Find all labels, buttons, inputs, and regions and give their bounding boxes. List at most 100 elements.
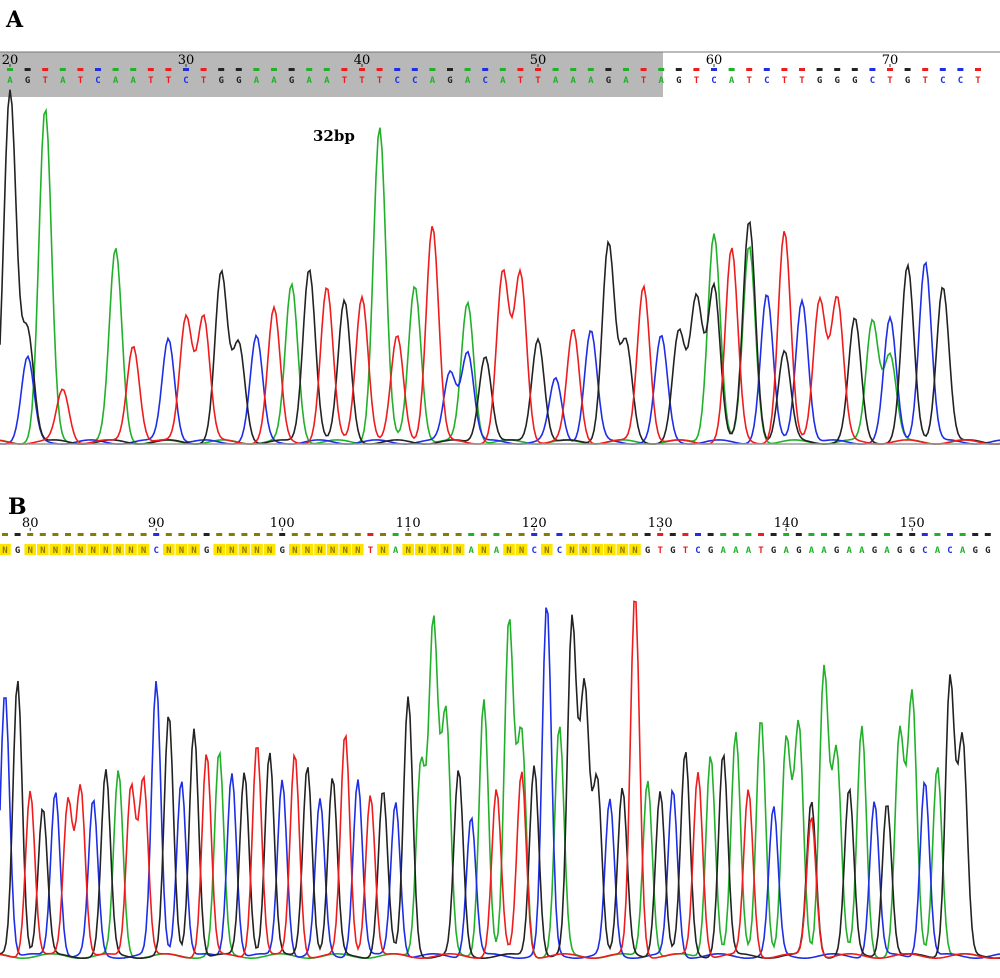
n-call-highlight: [62, 544, 74, 555]
quality-bar: [711, 68, 717, 71]
n-call-highlight: [415, 544, 427, 555]
base-call: T: [683, 546, 689, 556]
base-call: G: [796, 546, 801, 556]
position-tick-label: 40: [354, 53, 371, 68]
quality-bar: [443, 533, 449, 536]
base-call: G: [708, 546, 713, 556]
quality-bar: [904, 68, 911, 71]
base-call: N: [116, 546, 121, 556]
quality-bar: [411, 68, 418, 71]
quality-bar: [896, 533, 903, 536]
base-call: N: [292, 546, 297, 556]
quality-bar: [821, 533, 827, 536]
base-call: A: [859, 546, 865, 556]
base-call: N: [594, 546, 599, 556]
quality-bar: [720, 533, 727, 536]
base-call: C: [870, 76, 875, 86]
quality-bar: [531, 533, 538, 536]
base-call: G: [236, 76, 241, 86]
n-call-highlight: [0, 544, 11, 555]
position-tick-label: 110: [396, 516, 421, 531]
base-call: N: [431, 546, 436, 556]
n-call-highlight: [452, 544, 465, 555]
n-call-highlight: [629, 544, 641, 555]
base-call: N: [544, 546, 549, 556]
quality-bar: [228, 533, 235, 536]
quality-bar: [921, 533, 928, 536]
base-call: N: [191, 546, 196, 556]
base-call: A: [500, 76, 506, 86]
quality-bar: [380, 533, 386, 536]
quality-bar: [112, 68, 119, 71]
position-ticks-b: 80 90 100 110 120 130 140 150: [22, 516, 925, 531]
base-call: T: [799, 76, 805, 86]
trace-a: [0, 107, 1000, 445]
base-call: N: [78, 546, 83, 556]
quality-bar: [140, 533, 147, 536]
quality-bar: [329, 533, 336, 536]
quality-bar: [783, 533, 790, 536]
trace-c: [0, 261, 1000, 445]
base-call: N: [53, 546, 58, 556]
base-call: T: [922, 76, 928, 86]
base-call: N: [620, 546, 625, 556]
n-call-highlight: [326, 544, 339, 555]
base-call: N: [40, 546, 45, 556]
n-call-highlight: [352, 544, 364, 555]
base-call: N: [380, 546, 385, 556]
quality-bar: [271, 68, 277, 71]
quality-bar: [947, 533, 953, 536]
quality-bar: [834, 68, 841, 71]
base-call: C: [557, 546, 562, 556]
quality-bar: [253, 68, 260, 71]
quality-bar: [266, 533, 273, 536]
quality-bar: [746, 68, 753, 71]
quality-bar: [464, 68, 471, 71]
base-call: N: [355, 546, 360, 556]
quality-bar: [90, 533, 97, 536]
base-call: A: [553, 76, 559, 86]
quality-bar: [405, 533, 412, 536]
trace-a: [0, 615, 1000, 960]
n-call-highlight: [591, 544, 603, 555]
quality-bar: [795, 533, 802, 536]
quality-bar: [934, 533, 941, 536]
base-call: N: [305, 546, 310, 556]
base-call: G: [834, 546, 839, 556]
base-call: A: [846, 546, 852, 556]
base-call: N: [519, 546, 524, 556]
quality-bar: [606, 533, 613, 536]
quality-bar: [178, 533, 185, 536]
base-call: A: [254, 76, 260, 86]
base-call: G: [204, 546, 209, 556]
base-call: T: [975, 76, 981, 86]
quality-bar: [623, 68, 629, 71]
quality-bar: [570, 68, 577, 71]
base-call: T: [535, 76, 541, 86]
base-call: A: [733, 546, 739, 556]
quality-bar: [77, 68, 84, 71]
quality-bar: [922, 68, 929, 71]
base-call: N: [632, 546, 637, 556]
base-call: A: [465, 76, 471, 86]
base-call: A: [783, 546, 789, 556]
base-call: C: [412, 76, 417, 86]
base-call: G: [897, 546, 902, 556]
quality-bar: [871, 533, 878, 536]
quality-bar: [341, 68, 348, 71]
n-call-highlight: [604, 544, 616, 555]
n-call-highlight: [515, 544, 528, 555]
base-call: N: [179, 546, 184, 556]
base-call: G: [872, 546, 877, 556]
quality-bar: [543, 533, 550, 536]
trace-t: [0, 226, 1000, 445]
n-call-highlight: [314, 544, 326, 555]
quality-bar: [707, 533, 714, 536]
base-call: N: [229, 546, 234, 556]
quality-bar: [695, 533, 701, 536]
base-call: G: [606, 76, 611, 86]
quality-bar: [165, 533, 172, 536]
base-call: C: [947, 546, 952, 556]
trace-t: [0, 600, 1000, 960]
quality-bar: [569, 533, 575, 536]
